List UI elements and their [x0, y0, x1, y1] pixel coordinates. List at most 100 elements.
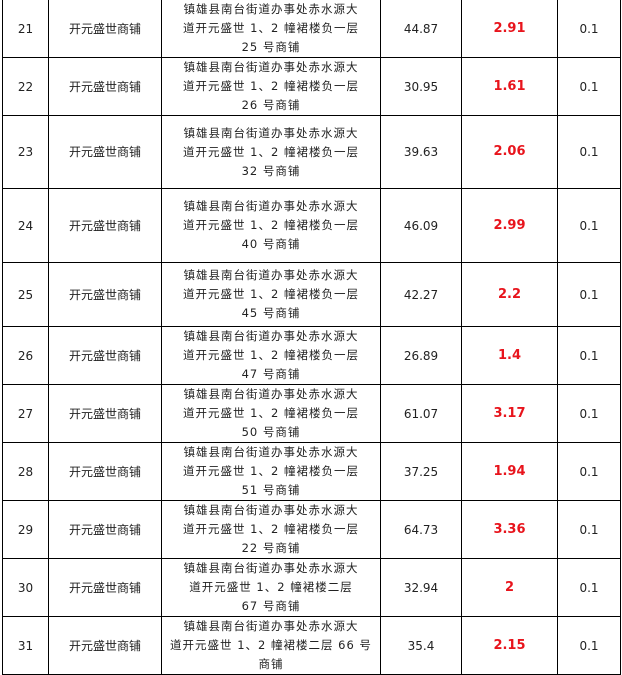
- address-line: 镇雄县南台街道办事处赤水源大: [183, 503, 359, 517]
- table-row: 27 开元盛世商铺 镇雄县南台街道办事处赤水源大 道开元盛世 1、2 幢裙楼负一层 50…: [2, 384, 621, 443]
- row-number: 24: [2, 188, 49, 263]
- address-line: 镇雄县南台街道办事处赤水源大: [183, 445, 359, 459]
- address: 镇雄县南台街道办事处赤水源大 道开元盛世 1、2 幢裙楼负一层 25 号商铺: [161, 0, 381, 58]
- shop-name: 开元盛世商铺: [48, 326, 162, 385]
- shop-name: 开元盛世商铺: [48, 115, 162, 189]
- address: 镇雄县南台街道办事处赤水源大 道开元盛世 1、2 幢裙楼负一层 32 号商铺: [161, 115, 381, 189]
- address-line: 镇雄县南台街道办事处赤水源大: [183, 125, 359, 140]
- rate: 0.1: [557, 188, 621, 263]
- area: 46.09: [380, 188, 462, 263]
- address-line: 镇雄县南台街道办事处赤水源大: [183, 329, 359, 343]
- value: 2: [461, 558, 558, 617]
- table-row: 31 开元盛世商铺 镇雄县南台街道办事处赤水源大 道开元盛世 1、2 幢裙楼二层 66…: [2, 616, 621, 675]
- shop-name: 开元盛世商铺: [48, 262, 162, 327]
- rate: 0.1: [557, 57, 621, 116]
- address-line: 50 号商铺: [241, 425, 301, 439]
- shop-name: 开元盛世商铺: [48, 558, 162, 617]
- value: 2.15: [461, 616, 558, 675]
- address-line: 25 号商铺: [241, 40, 301, 54]
- shop-name: 开元盛世商铺: [48, 384, 162, 443]
- address-line: 45 号商铺: [241, 306, 301, 320]
- address: 镇雄县南台街道办事处赤水源大 道开元盛世 1、2 幢裙楼负一层 26 号商铺: [161, 57, 381, 116]
- value: 3.17: [461, 384, 558, 443]
- address-line: 镇雄县南台街道办事处赤水源大: [183, 60, 359, 74]
- address-line: 67 号商铺: [241, 599, 301, 613]
- address: 镇雄县南台街道办事处赤水源大 道开元盛世 1、2 幢裙楼负一层 22 号商铺: [161, 500, 381, 559]
- table-row: 21 开元盛世商铺 镇雄县南台街道办事处赤水源大 道开元盛世 1、2 幢裙楼负一层 25…: [2, 0, 621, 58]
- area: 61.07: [380, 384, 462, 443]
- address-line: 道开元盛世 1、2 幢裙楼负一层: [183, 348, 359, 362]
- address-line: 47 号商铺: [241, 367, 301, 381]
- row-number: 25: [2, 262, 49, 327]
- table-row: 29 开元盛世商铺 镇雄县南台街道办事处赤水源大 道开元盛世 1、2 幢裙楼负一层 22…: [2, 500, 621, 559]
- address-line: 51 号商铺: [241, 483, 301, 497]
- address-line: 32 号商铺: [241, 163, 301, 178]
- row-number: 26: [2, 326, 49, 385]
- address-line: 道开元盛世 1、2 幢裙楼负一层: [183, 144, 359, 159]
- shop-name: 开元盛世商铺: [48, 0, 162, 58]
- address: 镇雄县南台街道办事处赤水源大 道开元盛世 1、2 幢裙楼负一层 47 号商铺: [161, 326, 381, 385]
- address-line: 商铺: [258, 657, 284, 671]
- address-line: 道开元盛世 1、2 幢裙楼负一层: [183, 21, 359, 35]
- area: 64.73: [380, 500, 462, 559]
- address: 镇雄县南台街道办事处赤水源大 道开元盛世 1、2 幢裙楼负一层 45 号商铺: [161, 262, 381, 327]
- row-number: 29: [2, 500, 49, 559]
- address: 镇雄县南台街道办事处赤水源大 道开元盛世 1、2 幢裙楼负一层 51 号商铺: [161, 442, 381, 501]
- address: 镇雄县南台街道办事处赤水源大 道开元盛世 1、2 幢裙楼负一层 50 号商铺: [161, 384, 381, 443]
- shop-name: 开元盛世商铺: [48, 188, 162, 263]
- rate: 0.1: [557, 0, 621, 58]
- rate: 0.1: [557, 326, 621, 385]
- area: 30.95: [380, 57, 462, 116]
- shop-name: 开元盛世商铺: [48, 616, 162, 675]
- value: 1.94: [461, 442, 558, 501]
- address-line: 26 号商铺: [241, 98, 301, 112]
- address-line: 镇雄县南台街道办事处赤水源大: [183, 2, 359, 16]
- rate: 0.1: [557, 558, 621, 617]
- table-row: 28 开元盛世商铺 镇雄县南台街道办事处赤水源大 道开元盛世 1、2 幢裙楼负一层 51…: [2, 442, 621, 501]
- table-row: 25 开元盛世商铺 镇雄县南台街道办事处赤水源大 道开元盛世 1、2 幢裙楼负一层 45…: [2, 262, 621, 327]
- area: 42.27: [380, 262, 462, 327]
- area: 44.87: [380, 0, 462, 58]
- address-line: 镇雄县南台街道办事处赤水源大: [183, 619, 359, 633]
- value: 1.4: [461, 326, 558, 385]
- address-line: 道开元盛世 1、2 幢裙楼负一层: [183, 79, 359, 93]
- row-number: 23: [2, 115, 49, 189]
- row-number: 27: [2, 384, 49, 443]
- value: 2.91: [461, 0, 558, 58]
- rate: 0.1: [557, 262, 621, 327]
- shop-name: 开元盛世商铺: [48, 500, 162, 559]
- value: 3.36: [461, 500, 558, 559]
- address-line: 道开元盛世 1、2 幢裙楼负一层: [183, 218, 359, 232]
- area: 39.63: [380, 115, 462, 189]
- address-line: 22 号商铺: [241, 541, 301, 555]
- table-row: 26 开元盛世商铺 镇雄县南台街道办事处赤水源大 道开元盛世 1、2 幢裙楼负一层 47…: [2, 326, 621, 385]
- table-row: 24 开元盛世商铺 镇雄县南台街道办事处赤水源大 道开元盛世 1、2 幢裙楼负一层 40…: [2, 188, 621, 263]
- table-row: 22 开元盛世商铺 镇雄县南台街道办事处赤水源大 道开元盛世 1、2 幢裙楼负一层 26…: [2, 57, 621, 116]
- address: 镇雄县南台街道办事处赤水源大 道开元盛世 1、2 幢裙楼二层 67 号商铺: [161, 558, 381, 617]
- address-line: 镇雄县南台街道办事处赤水源大: [183, 387, 359, 401]
- area: 26.89: [380, 326, 462, 385]
- address-line: 40 号商铺: [241, 237, 301, 251]
- rate: 0.1: [557, 384, 621, 443]
- value: 2.06: [461, 115, 558, 189]
- address-line: 镇雄县南台街道办事处赤水源大: [183, 199, 359, 213]
- value: 2.99: [461, 188, 558, 263]
- row-number: 31: [2, 616, 49, 675]
- address-line: 道开元盛世 1、2 幢裙楼负一层: [183, 406, 359, 420]
- address-line: 镇雄县南台街道办事处赤水源大: [183, 561, 359, 575]
- rate: 0.1: [557, 500, 621, 559]
- table-row: 30 开元盛世商铺 镇雄县南台街道办事处赤水源大 道开元盛世 1、2 幢裙楼二层 67 …: [2, 558, 621, 617]
- address-line: 道开元盛世 1、2 幢裙楼负一层: [183, 464, 359, 478]
- area: 32.94: [380, 558, 462, 617]
- address-line: 镇雄县南台街道办事处赤水源大: [183, 268, 359, 282]
- shop-name: 开元盛世商铺: [48, 442, 162, 501]
- row-number: 28: [2, 442, 49, 501]
- shop-name: 开元盛世商铺: [48, 57, 162, 116]
- rate: 0.1: [557, 616, 621, 675]
- address-line: 道开元盛世 1、2 幢裙楼二层: [189, 580, 353, 594]
- rate: 0.1: [557, 115, 621, 189]
- address-line: 道开元盛世 1、2 幢裙楼负一层: [183, 522, 359, 536]
- address-line: 道开元盛世 1、2 幢裙楼二层 66 号: [170, 638, 372, 652]
- row-number: 21: [2, 0, 49, 58]
